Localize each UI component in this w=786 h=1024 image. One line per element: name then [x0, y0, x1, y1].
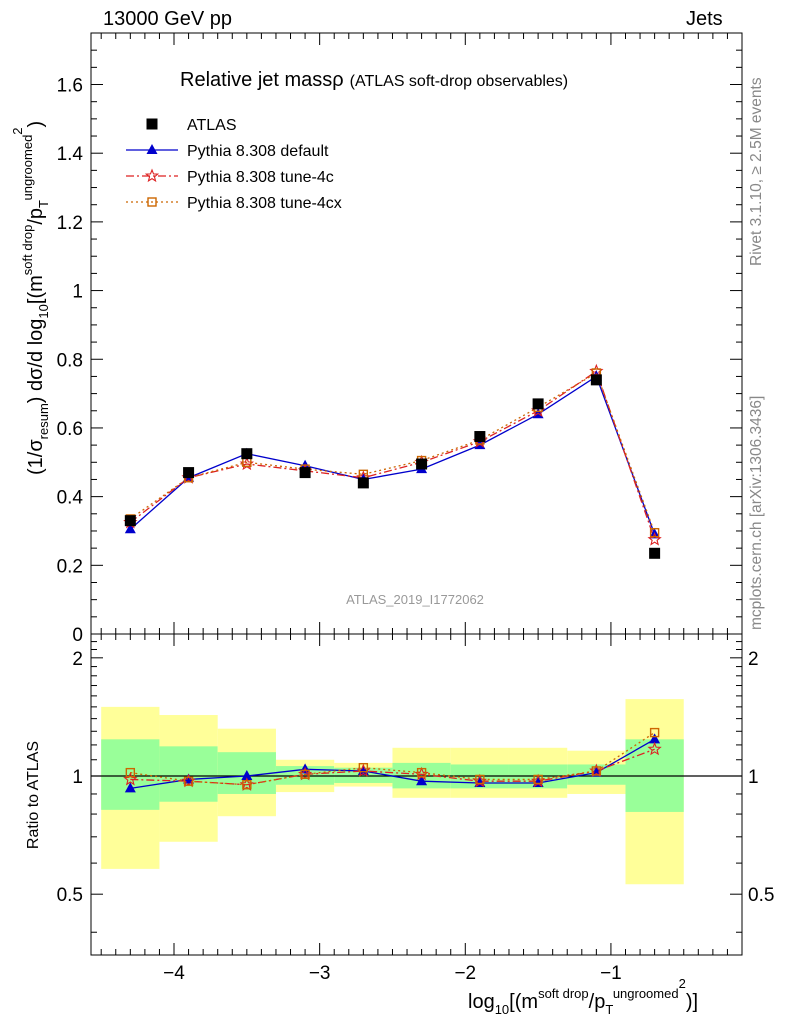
x-axis-label-part: /p	[589, 991, 606, 1013]
y-tick-label: 1	[72, 282, 83, 303]
y-axis-label-part: )	[25, 121, 47, 128]
line-pythia-8-308-tune-4c	[129, 370, 656, 540]
y-tick-label: 0.4	[57, 488, 84, 509]
point-pythia-8-308-tune-4cx	[649, 527, 660, 538]
ratio-point-pythia-8-308-default	[241, 770, 253, 781]
point-pythia-8-308-tune-4c	[647, 532, 662, 546]
point-atlas	[474, 431, 486, 443]
x-tick-label: −4	[163, 963, 185, 984]
y-axis-label-part: [(m	[25, 275, 47, 304]
ratio-point-pythia-8-308-tune-4cx	[649, 727, 660, 738]
x-axis-label-part: soft drop	[538, 986, 589, 1001]
y-axis-label: (1/σresum) dσ/d log10[(msoft drop/pTungr…	[10, 121, 51, 475]
header-right-label: Jets	[686, 8, 723, 30]
legend-label-atlas: ATLAS	[187, 117, 237, 134]
y-axis-label-part: 2	[10, 127, 25, 134]
point-atlas	[124, 515, 136, 527]
point-atlas	[590, 374, 602, 386]
header-left-label: 13000 GeV pp	[103, 8, 232, 30]
y-axis-label-part: /p	[25, 208, 47, 225]
y-tick-label: 0	[72, 625, 83, 646]
y-tick-label: 1.4	[57, 144, 84, 165]
y-tick-label: 1.6	[57, 76, 83, 97]
point-atlas	[416, 458, 428, 470]
ratio-point-pythia-8-308-tune-4cx	[125, 767, 136, 778]
ratio-point-pythia-8-308-tune-4cx	[183, 776, 194, 786]
ratio-point-pythia-8-308-tune-4c	[647, 741, 662, 756]
y-tick-label: 1.2	[57, 213, 83, 234]
ratio-point-pythia-8-308-tune-4cx	[475, 774, 485, 785]
x-tick-label: −3	[309, 963, 331, 984]
chart-title-suffix: (ATLAS soft-drop observables)	[350, 73, 568, 90]
x-axis-label-part: )]	[686, 991, 698, 1013]
ratio-point-pythia-8-308-tune-4cx	[416, 767, 427, 778]
y-axis-label-part: ungroomed	[20, 135, 35, 201]
point-pythia-8-308-default	[124, 523, 136, 534]
legend-label-pythia-8-308-default: Pythia 8.308 default	[187, 143, 329, 160]
x-tick-label: −1	[600, 963, 622, 984]
x-tick-label: −2	[454, 963, 476, 984]
ratio-point-pythia-8-308-default	[183, 773, 195, 784]
point-atlas	[241, 448, 253, 460]
point-atlas	[532, 398, 544, 410]
ratio-y-tick-label-right: 2	[748, 649, 759, 670]
legend-marker-pythia-8-308-tune-4cx	[147, 197, 157, 207]
x-axis-label-part: log	[468, 991, 495, 1013]
ratio-y-tick-label-left: 2	[72, 649, 83, 670]
ratio-point-pythia-8-308-tune-4cx	[591, 766, 602, 776]
legend-marker-pythia-8-308-tune-4c	[144, 168, 160, 183]
x-axis-label-part: 2	[679, 976, 686, 991]
line-pythia-8-308-tune-4cx	[129, 372, 656, 533]
x-axis-label-part: [(m	[509, 991, 538, 1013]
ratio-frame	[90, 633, 743, 956]
y-tick-label: 0.2	[57, 556, 83, 577]
y-axis-label-part: soft drop	[20, 225, 35, 276]
legend-label-pythia-8-308-tune-4c: Pythia 8.308 tune-4c	[187, 169, 334, 186]
y-axis-label-part: T	[36, 200, 51, 208]
series-lines	[129, 370, 656, 790]
point-atlas	[357, 477, 369, 489]
ratio-uncertainty-bands	[91, 699, 742, 885]
ratio-point-pythia-8-308-default	[124, 782, 136, 793]
legend-label-pythia-8-308-tune-4cx: Pythia 8.308 tune-4cx	[187, 195, 342, 212]
y-tick-label: 0.8	[57, 350, 83, 371]
point-atlas	[649, 547, 661, 559]
y-axis-label-part: ) dσ/d log	[25, 319, 47, 404]
chart-title: Relative jet massρ (ATLAS soft-drop obser…	[180, 69, 568, 91]
ratio-line-pythia-8-308-tune-4c	[130, 748, 655, 786]
ratio-y-tick-label-left: 0.5	[57, 885, 83, 906]
ratio-point-pythia-8-308-tune-4cx	[358, 762, 369, 773]
x-axis-label-part: 10	[495, 1002, 509, 1017]
line-pythia-8-308-default	[129, 375, 656, 535]
point-atlas	[299, 467, 311, 479]
y-axis-label-part: 10	[36, 304, 51, 318]
ratio-point-pythia-8-308-default	[649, 733, 661, 744]
ratio-point-pythia-8-308-tune-4c	[123, 771, 138, 786]
ratio-y-tick-label-right: 0.5	[748, 885, 774, 906]
ratio-y-tick-label-left: 1	[72, 767, 83, 788]
x-axis-label-part: ungroomed	[613, 986, 679, 1001]
point-atlas	[183, 467, 195, 479]
analysis-watermark: ATLAS_2019_I1772062	[346, 592, 484, 607]
x-axis-label: log10[(msoft drop/pTungroomed2)]	[468, 976, 698, 1017]
ratio-point-pythia-8-308-tune-4cx	[242, 780, 252, 790]
ratio-y-axis-label: Ratio to ATLAS	[25, 741, 42, 849]
ratio-point-pythia-8-308-default	[416, 775, 428, 786]
ratio-point-pythia-8-308-tune-4cx	[533, 774, 543, 785]
legend-marker-pythia-8-308-default	[146, 144, 158, 154]
y-tick-label: 0.6	[57, 419, 83, 440]
x-axis-label-part: T	[605, 1002, 613, 1017]
axes: −4 −3 −2 −1 0 0.2 0.4 0.6 0.8 1 1.2 1.4 1.6 0.5 0.5 1 1 2…	[10, 32, 774, 1017]
y-axis-label-part: (1/σ	[25, 439, 47, 475]
legend-marker-atlas	[146, 118, 158, 130]
legend: ATLAS Pythia 8.308 default Pythia 8.308 tu…	[126, 117, 342, 212]
ratio-line-pythia-8-308-default	[130, 738, 655, 790]
ratio-y-tick-label-right: 1	[748, 767, 759, 788]
series-markers	[123, 363, 662, 793]
ratio-point-pythia-8-308-tune-4cx	[300, 769, 310, 780]
y-axis-label-part: resum	[36, 403, 51, 439]
